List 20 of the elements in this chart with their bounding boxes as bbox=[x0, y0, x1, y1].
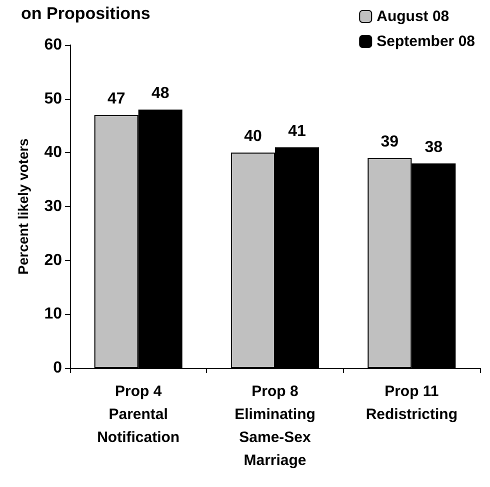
y-tick-label: 50 bbox=[44, 90, 62, 108]
chart-title: on Propositions bbox=[21, 4, 150, 23]
y-tick-label: 60 bbox=[44, 36, 62, 54]
y-tick-label: 30 bbox=[44, 198, 62, 215]
data-label: 47 bbox=[107, 90, 126, 108]
y-axis-title: Percent likely voters bbox=[15, 138, 31, 275]
data-label: 48 bbox=[151, 85, 170, 102]
y-tick-label: 20 bbox=[44, 252, 62, 269]
x-tick-label: Prop 8 Eliminating Same-Sex Marriage bbox=[234, 383, 316, 469]
y-tick-label: 0 bbox=[53, 360, 62, 376]
y-tick-label: 10 bbox=[44, 306, 62, 323]
data-label: 41 bbox=[288, 122, 306, 140]
x-tick-label: Prop 11 Redistricting bbox=[366, 383, 458, 423]
data-label: 39 bbox=[380, 134, 399, 151]
y-tick-label: 40 bbox=[44, 144, 62, 162]
data-label: 38 bbox=[424, 138, 443, 156]
legend-label: August 08 bbox=[376, 8, 450, 25]
data-label: 40 bbox=[244, 128, 262, 146]
x-tick-label: Prop 4 Parental Notification bbox=[97, 383, 180, 446]
legend-label: September 08 bbox=[376, 33, 476, 50]
